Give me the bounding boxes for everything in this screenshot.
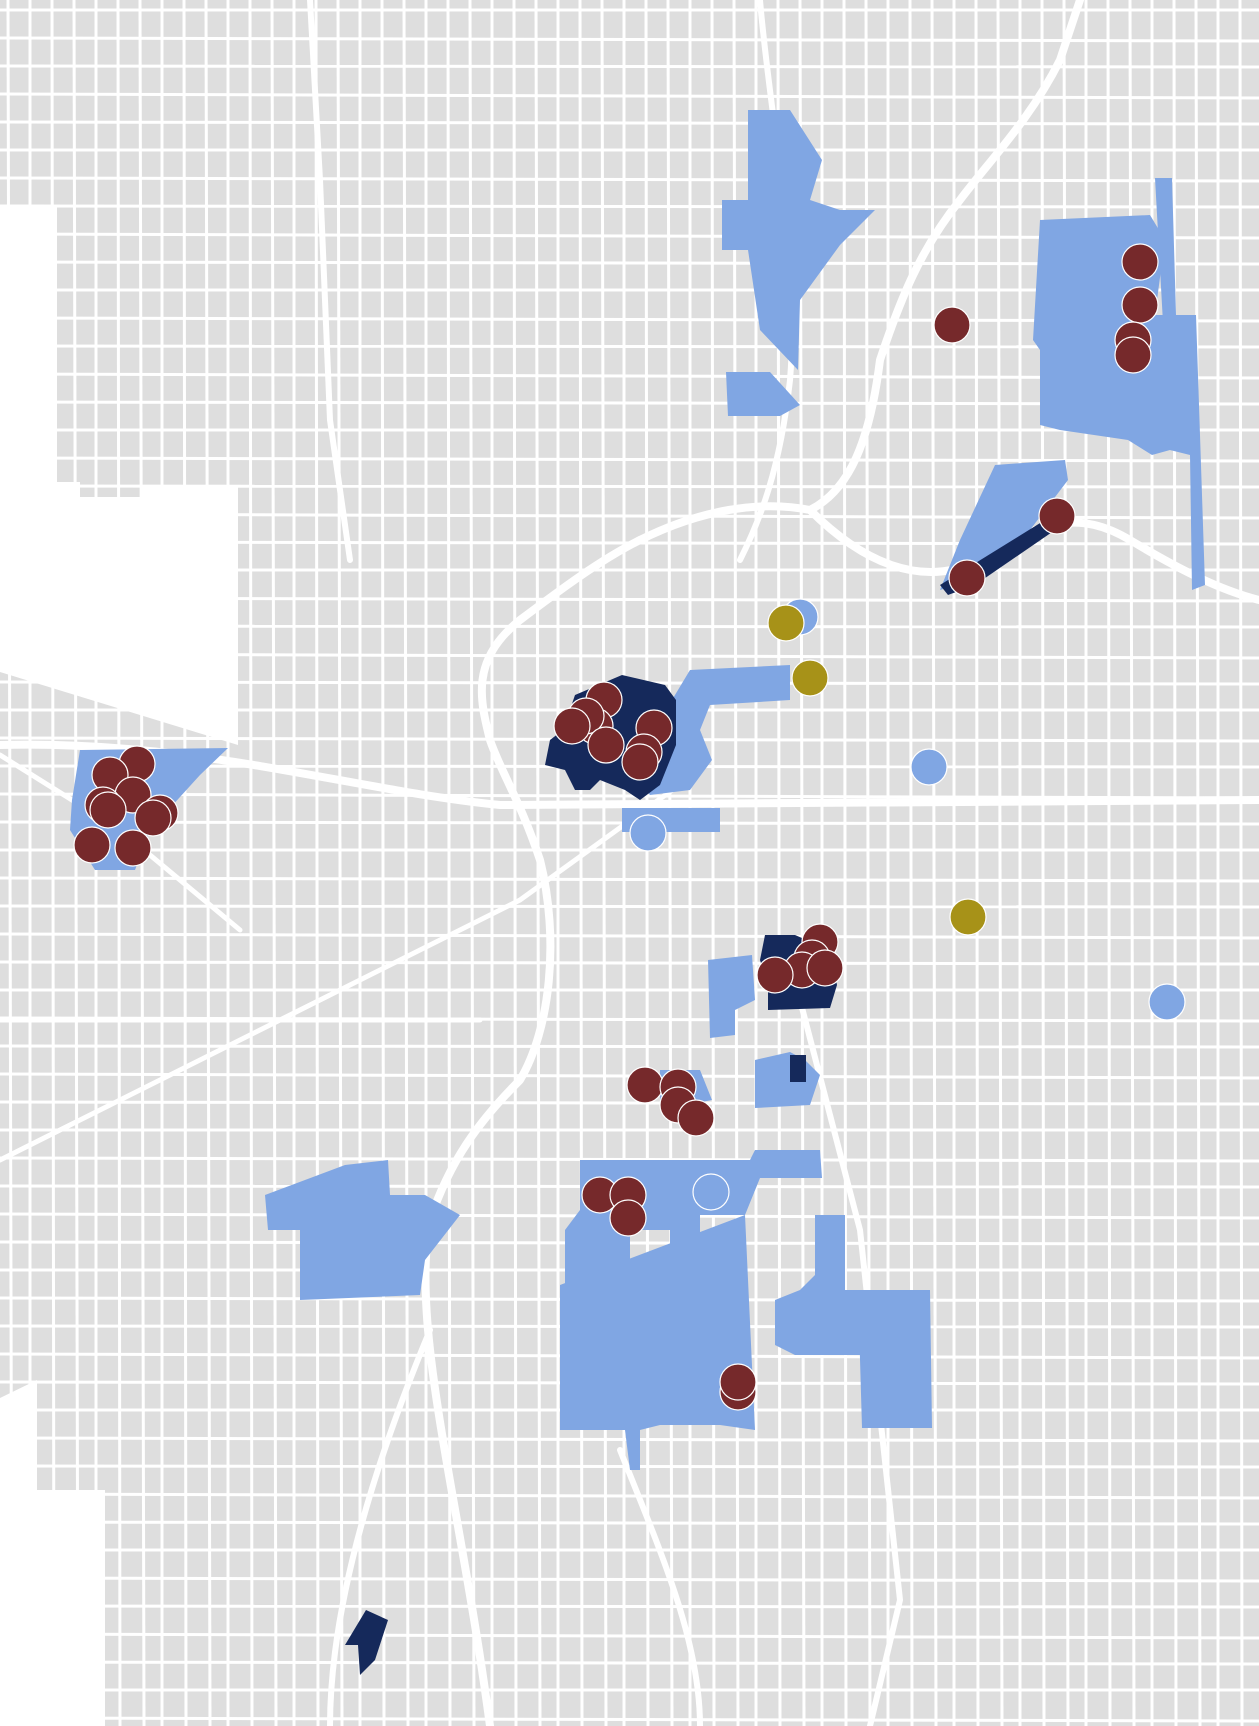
light-blue-marker[interactable]	[692, 1173, 730, 1211]
minor-street	[1194, 0, 1202, 1726]
red-marker[interactable]	[626, 1066, 664, 1104]
minor-street	[974, 0, 980, 1726]
avenue-southwest	[327, 1327, 433, 1726]
red-marker[interactable]	[609, 1199, 647, 1237]
minor-street	[0, 1604, 1259, 1609]
minor-street	[0, 484, 1259, 489]
light-blue-marker[interactable]	[1148, 983, 1186, 1021]
minor-street	[0, 1044, 1259, 1049]
parcel-central-left[interactable]	[708, 955, 755, 1038]
parcel-central-dark-small[interactable]	[790, 1055, 806, 1082]
minor-street	[1238, 0, 1244, 1726]
minor-street	[0, 1156, 1259, 1163]
minor-street	[0, 652, 1259, 660]
minor-street	[0, 1520, 1259, 1526]
parcel-north-corridor[interactable]	[722, 110, 875, 370]
minor-street	[0, 120, 1259, 126]
parcel-south-big[interactable]	[560, 1215, 755, 1470]
minor-street	[0, 904, 1259, 909]
minor-street	[0, 456, 1259, 463]
minor-street	[0, 176, 1259, 183]
markers-gold	[767, 604, 987, 936]
red-marker[interactable]	[756, 956, 794, 994]
parcel-downtown-strip[interactable]	[630, 665, 790, 795]
red-marker[interactable]	[806, 949, 844, 987]
red-marker[interactable]	[677, 1099, 715, 1137]
outside-boundary-area	[0, 205, 238, 745]
minor-street	[0, 92, 1259, 100]
minor-street	[0, 1660, 1259, 1666]
minor-street	[930, 0, 938, 1726]
red-marker[interactable]	[1121, 286, 1159, 324]
parcel-northeast-lower[interactable]	[940, 460, 1068, 590]
minor-street	[0, 932, 1259, 940]
red-marker[interactable]	[553, 707, 591, 745]
minor-street	[0, 624, 1259, 629]
minor-street	[0, 1100, 1259, 1106]
minor-street	[0, 960, 1259, 966]
light-blue-marker[interactable]	[629, 814, 667, 852]
parcel-south-right[interactable]	[775, 1215, 860, 1355]
gold-marker[interactable]	[767, 604, 805, 642]
light-blue-marker[interactable]	[910, 748, 948, 786]
minor-street	[842, 0, 848, 1726]
minor-street	[864, 0, 872, 1726]
red-marker[interactable]	[134, 799, 172, 837]
minor-street	[0, 792, 1259, 800]
avenue-south	[617, 1447, 703, 1726]
red-marker[interactable]	[1121, 243, 1159, 281]
red-marker[interactable]	[114, 829, 152, 867]
parcel-south-dark[interactable]	[345, 1610, 388, 1675]
parcel-southwest-big[interactable]	[265, 1160, 460, 1300]
parcel-north-small[interactable]	[726, 372, 800, 416]
minor-street	[996, 0, 1004, 1726]
red-marker[interactable]	[621, 743, 659, 781]
minor-street	[0, 1492, 1259, 1500]
red-marker[interactable]	[948, 559, 986, 597]
minor-street	[0, 36, 1259, 43]
minor-street	[0, 596, 1259, 603]
red-marker[interactable]	[89, 791, 127, 829]
red-marker[interactable]	[1114, 336, 1152, 374]
red-marker[interactable]	[587, 726, 625, 764]
avenue-northwest	[307, 0, 353, 563]
red-marker[interactable]	[73, 826, 111, 864]
red-marker[interactable]	[933, 306, 971, 344]
red-marker[interactable]	[1038, 497, 1076, 535]
minor-street	[0, 64, 1259, 69]
red-marker[interactable]	[719, 1363, 757, 1401]
minor-street	[0, 1576, 1259, 1583]
markers-red	[73, 243, 1159, 1411]
minor-street	[0, 1632, 1259, 1640]
freeway-east-west	[0, 740, 1259, 809]
minor-street	[0, 1716, 1259, 1723]
parcel-northeast-strip[interactable]	[1155, 178, 1205, 590]
minor-street	[0, 876, 1259, 883]
gold-marker[interactable]	[791, 659, 829, 697]
parcel-south-far-right[interactable]	[858, 1290, 932, 1428]
gold-marker[interactable]	[949, 898, 987, 936]
minor-street	[0, 204, 1259, 209]
